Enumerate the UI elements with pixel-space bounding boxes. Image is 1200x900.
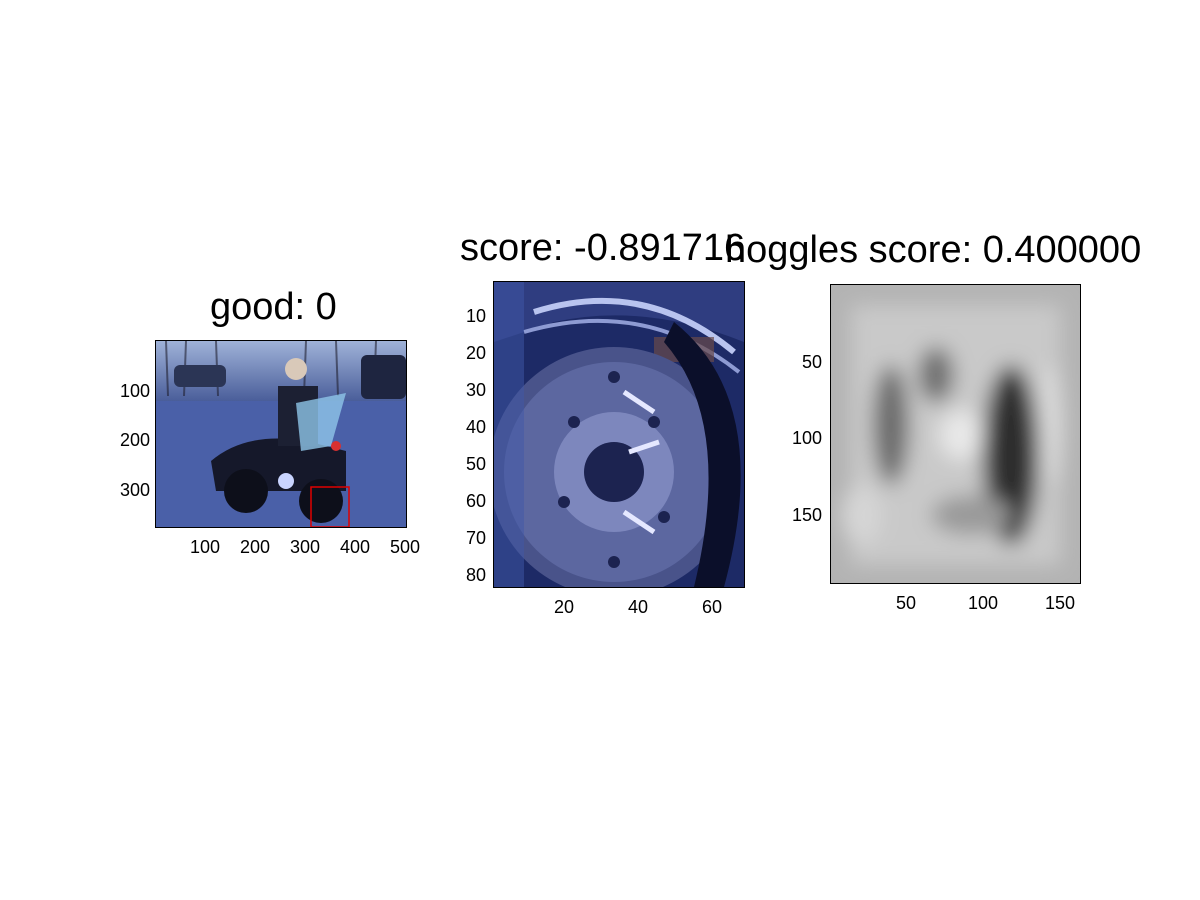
panel-1-xtick: 300 bbox=[289, 537, 321, 557]
panel-2-ytick: 60 bbox=[465, 491, 486, 511]
wheel-crop-icon bbox=[494, 282, 744, 587]
panel-1-title: good: 0 bbox=[210, 286, 337, 328]
panel-1-xtick: 500 bbox=[389, 537, 421, 557]
panel-2-ytick: 50 bbox=[465, 454, 486, 474]
panel-2-image bbox=[493, 281, 745, 588]
panel-1-ytick: 100 bbox=[119, 381, 150, 401]
panel-1-xtick: 100 bbox=[189, 537, 221, 557]
panel-2-ytick: 40 bbox=[465, 417, 486, 437]
panel-3-image bbox=[830, 284, 1081, 584]
panel-3-ytick: 50 bbox=[801, 352, 822, 372]
panel-3-xtick: 100 bbox=[967, 593, 999, 613]
hog-visualization-icon bbox=[831, 285, 1080, 583]
motorcycle-photo-icon bbox=[156, 341, 406, 527]
panel-2-title: score: -0.891716 bbox=[460, 227, 746, 269]
panel-2-ytick: 70 bbox=[465, 528, 486, 548]
panel-3-ytick: 150 bbox=[791, 505, 822, 525]
panel-3-xtick: 150 bbox=[1044, 593, 1076, 613]
panel-3-title: hoggles score: 0.400000 bbox=[725, 229, 1142, 271]
panel-1-image bbox=[155, 340, 407, 528]
panel-2-xtick: 20 bbox=[553, 597, 575, 617]
panel-2-ytick: 10 bbox=[465, 306, 486, 326]
panel-2-ytick: 20 bbox=[465, 343, 486, 363]
panel-3-xtick: 50 bbox=[895, 593, 917, 613]
panel-1-ytick: 300 bbox=[119, 480, 150, 500]
panel-2-ytick: 30 bbox=[465, 380, 486, 400]
panel-3-ytick: 100 bbox=[791, 428, 822, 448]
panel-2-ytick: 80 bbox=[465, 565, 486, 585]
panel-1-xtick: 400 bbox=[339, 537, 371, 557]
panel-1-xtick: 200 bbox=[239, 537, 271, 557]
panel-2-xtick: 40 bbox=[627, 597, 649, 617]
panel-2-xtick: 60 bbox=[701, 597, 723, 617]
panel-1-ytick: 200 bbox=[119, 430, 150, 450]
